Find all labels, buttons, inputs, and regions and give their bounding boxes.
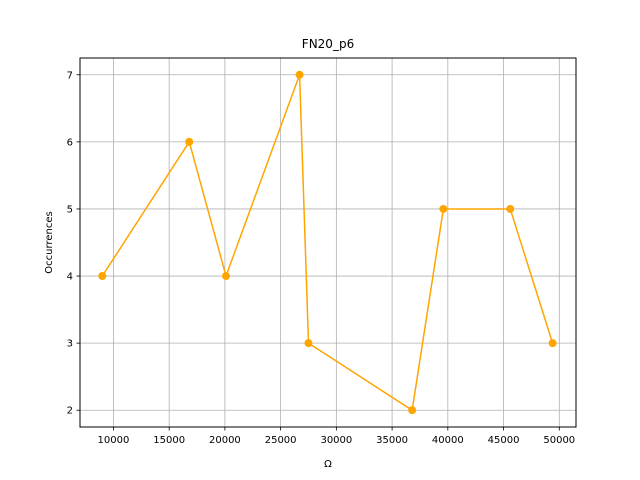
data-point xyxy=(408,406,417,415)
x-tick-label: 10000 xyxy=(98,435,130,446)
y-tick-label: 5 xyxy=(67,204,73,215)
y-tick-label: 6 xyxy=(67,137,73,148)
data-point xyxy=(506,204,515,213)
data-point xyxy=(295,70,304,79)
x-tick-label: 50000 xyxy=(543,435,575,446)
y-axis-ticks: 2 3 4 5 6 7 xyxy=(67,70,80,417)
x-tick-label: 15000 xyxy=(153,435,185,446)
y-tick-label: 2 xyxy=(67,406,73,417)
axes-frame xyxy=(79,57,577,428)
x-tick-label: 30000 xyxy=(320,435,352,446)
data-point xyxy=(222,272,231,281)
x-tick-label: 20000 xyxy=(209,435,241,446)
chart-title: FN20_p6 xyxy=(302,37,354,51)
x-tick-label: 40000 xyxy=(432,435,464,446)
x-tick-label: 45000 xyxy=(488,435,520,446)
data-point xyxy=(98,272,107,281)
data-point xyxy=(548,339,557,348)
y-tick-label: 4 xyxy=(67,272,73,283)
data-point xyxy=(304,339,313,348)
y-axis-label: Occurrences xyxy=(44,211,55,273)
data-point xyxy=(439,204,448,213)
y-tick-label: 7 xyxy=(67,70,73,81)
data-point xyxy=(185,137,194,146)
y-tick-label: 3 xyxy=(67,339,73,350)
x-axis-ticks: 10000 15000 20000 25000 30000 35000 40000 45000… xyxy=(98,427,575,446)
x-axis-label: Ω xyxy=(324,459,332,470)
x-tick-label: 35000 xyxy=(376,435,408,446)
x-tick-label: 25000 xyxy=(265,435,297,446)
data-series xyxy=(98,70,557,415)
